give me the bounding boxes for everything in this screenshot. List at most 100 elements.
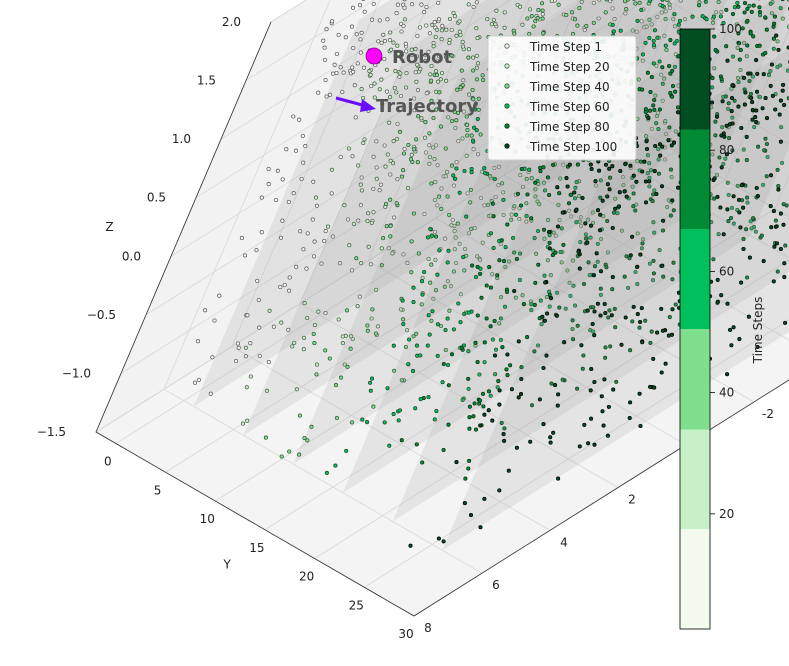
point bbox=[466, 2, 471, 7]
point bbox=[402, 146, 407, 151]
point bbox=[566, 208, 572, 213]
point bbox=[412, 108, 417, 113]
point bbox=[208, 391, 213, 396]
point bbox=[388, 158, 393, 163]
point bbox=[419, 116, 424, 121]
point bbox=[440, 70, 445, 76]
point bbox=[578, 215, 583, 220]
point bbox=[475, 36, 480, 41]
point bbox=[395, 177, 400, 182]
point bbox=[395, 121, 400, 126]
point bbox=[311, 254, 317, 259]
point bbox=[451, 10, 456, 15]
point bbox=[327, 92, 333, 97]
point bbox=[368, 262, 373, 267]
point bbox=[264, 388, 270, 393]
point bbox=[663, 9, 668, 14]
point bbox=[474, 0, 479, 5]
colorbar-band bbox=[680, 229, 710, 329]
point bbox=[233, 358, 239, 364]
point bbox=[457, 241, 462, 246]
point bbox=[382, 56, 387, 62]
point bbox=[396, 51, 401, 57]
point bbox=[330, 234, 335, 239]
point bbox=[266, 166, 271, 172]
grid-line-y bbox=[215, 179, 726, 502]
point bbox=[235, 341, 240, 346]
point bbox=[371, 1, 376, 6]
point bbox=[292, 340, 297, 345]
point bbox=[398, 93, 404, 99]
point bbox=[634, 29, 639, 34]
point bbox=[491, 17, 496, 22]
point bbox=[485, 17, 490, 22]
point bbox=[314, 362, 320, 367]
point bbox=[319, 261, 324, 266]
point bbox=[460, 39, 465, 44]
point bbox=[435, 59, 440, 64]
point bbox=[452, 14, 457, 19]
point bbox=[402, 0, 407, 2]
point bbox=[248, 341, 253, 346]
point bbox=[385, 152, 390, 157]
point bbox=[424, 4, 429, 10]
grid-line-y-wall bbox=[625, 0, 679, 123]
point bbox=[311, 179, 316, 184]
point bbox=[447, 16, 453, 22]
point bbox=[443, 174, 448, 179]
point bbox=[313, 195, 319, 200]
point bbox=[377, 87, 382, 92]
grid-line-x-wall bbox=[231, 0, 381, 347]
point bbox=[340, 341, 345, 346]
point bbox=[405, 328, 410, 333]
point bbox=[449, 223, 454, 228]
point bbox=[336, 32, 341, 37]
point bbox=[255, 278, 260, 283]
point bbox=[471, 4, 476, 10]
point bbox=[451, 183, 456, 188]
point bbox=[196, 377, 201, 382]
point bbox=[305, 231, 310, 236]
grid-line-x bbox=[299, 303, 619, 488]
point bbox=[370, 17, 375, 22]
point bbox=[266, 182, 271, 187]
point bbox=[239, 236, 244, 241]
point bbox=[323, 229, 328, 234]
point bbox=[350, 5, 356, 10]
point bbox=[464, 153, 469, 158]
point bbox=[406, 186, 411, 191]
point bbox=[445, 279, 450, 284]
point bbox=[454, 33, 459, 38]
point bbox=[338, 154, 343, 160]
point bbox=[369, 83, 374, 89]
point bbox=[374, 139, 379, 144]
point bbox=[297, 117, 302, 122]
colorbar-tick-label: 20 bbox=[719, 507, 734, 521]
colorbar-tick-label: 60 bbox=[719, 264, 734, 278]
point bbox=[452, 228, 457, 234]
point bbox=[286, 327, 291, 332]
point bbox=[399, 52, 404, 58]
point bbox=[409, 53, 414, 58]
point bbox=[386, 246, 391, 251]
point bbox=[350, 154, 355, 159]
point bbox=[340, 89, 345, 94]
point bbox=[662, 157, 667, 162]
point bbox=[398, 307, 403, 312]
point bbox=[409, 152, 414, 157]
point bbox=[517, 217, 522, 222]
grid-line-z-wall bbox=[245, 0, 375, 81]
point bbox=[236, 345, 241, 350]
point bbox=[366, 244, 371, 249]
point bbox=[579, 0, 584, 4]
point bbox=[301, 347, 306, 352]
grid-line-x-wall bbox=[163, 0, 331, 390]
grid-line-x-wall bbox=[435, 0, 530, 219]
point bbox=[389, 47, 394, 52]
point bbox=[655, 14, 660, 20]
point bbox=[678, 0, 683, 3]
point bbox=[435, 163, 440, 168]
point bbox=[422, 10, 427, 15]
point bbox=[361, 0, 366, 1]
